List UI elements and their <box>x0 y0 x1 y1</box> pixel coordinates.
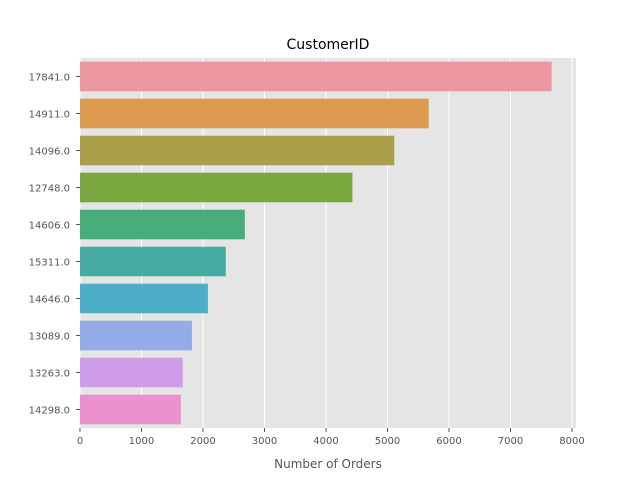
x-tick-label: 5000 <box>375 436 400 447</box>
bar-14298.0 <box>80 394 181 425</box>
bar-14911.0 <box>80 98 429 129</box>
y-tick-label: 14646.0 <box>29 295 70 306</box>
y-tick-label: 14606.0 <box>29 221 70 232</box>
x-tick-label: 7000 <box>498 436 523 447</box>
bar-15311.0 <box>80 246 226 277</box>
x-axis-label: Number of Orders <box>274 457 382 471</box>
y-tick-label: 14911.0 <box>29 110 70 121</box>
y-tick-label: 14096.0 <box>29 147 70 158</box>
bar-13263.0 <box>80 357 183 388</box>
y-tick-label: 13263.0 <box>29 369 70 380</box>
bar-14646.0 <box>80 283 208 314</box>
x-tick-label: 4000 <box>313 436 338 447</box>
bars <box>80 61 552 425</box>
chart-title: CustomerID <box>287 37 370 53</box>
y-tick-label: 14298.0 <box>29 406 70 417</box>
x-tick-label: 2000 <box>190 436 215 447</box>
x-tick-label: 8000 <box>559 436 584 447</box>
bar-13089.0 <box>80 320 192 351</box>
x-tick-label: 6000 <box>436 436 461 447</box>
bar-14096.0 <box>80 135 395 166</box>
y-tick-label: 17841.0 <box>29 73 70 84</box>
y-tick-label: 13089.0 <box>29 332 70 343</box>
bar-14606.0 <box>80 209 245 240</box>
x-tick-label: 0 <box>77 436 83 447</box>
bar-12748.0 <box>80 172 353 203</box>
x-tick-label: 1000 <box>129 436 154 447</box>
y-tick-label: 12748.0 <box>29 184 70 195</box>
y-tick-label: 15311.0 <box>29 258 70 269</box>
bar-17841.0 <box>80 61 552 92</box>
y-axis-ticks: 17841.0 14911.0 14096.0 12748.0 14606.0 15311… <box>29 73 80 417</box>
x-tick-label: 3000 <box>252 436 277 447</box>
x-axis-ticks: 0 1000 2000 3000 4000 5000 6000 7000 8000 <box>77 428 585 447</box>
